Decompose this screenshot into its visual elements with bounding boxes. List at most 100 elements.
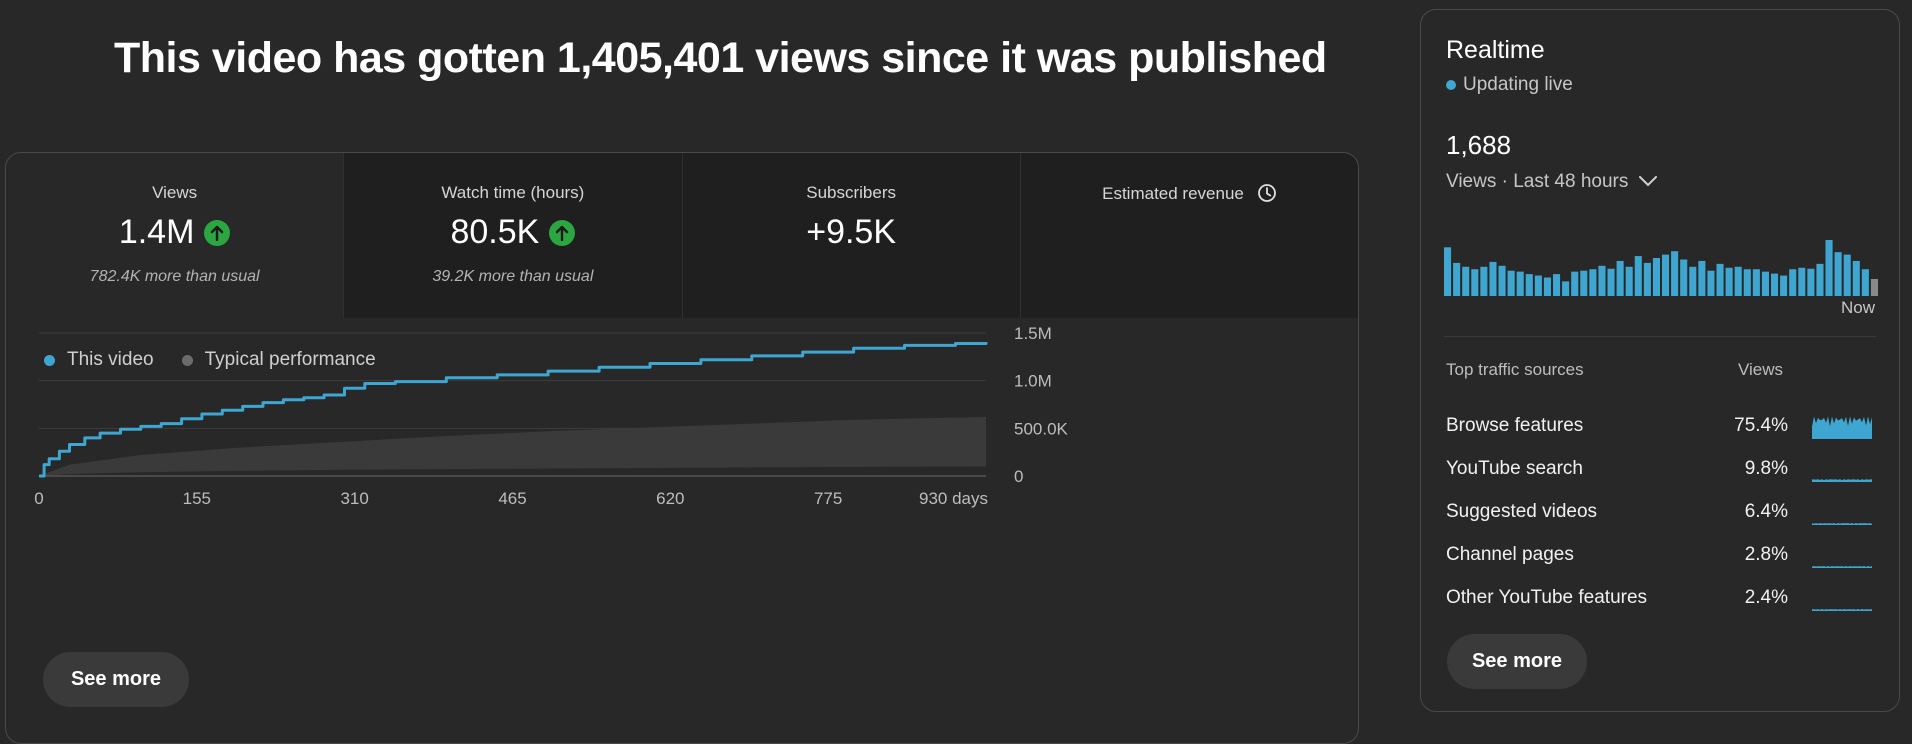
dot-icon — [181, 354, 193, 366]
realtime-bar — [1589, 269, 1597, 296]
metric-label: Estimated revenue — [1102, 184, 1244, 203]
realtime-bar — [1607, 268, 1615, 296]
traffic-source-row[interactable]: Browse features 75.4% — [1446, 415, 1876, 445]
realtime-bar — [1580, 270, 1588, 296]
traffic-sparkline — [1812, 523, 1872, 525]
chevron-down-icon — [1638, 171, 1658, 193]
traffic-source-percent: 9.8% — [1744, 458, 1788, 479]
realtime-bar — [1680, 259, 1688, 296]
realtime-bar — [1671, 251, 1679, 296]
realtime-bar — [1861, 269, 1869, 296]
range-label: Views · Last 48 hours — [1446, 171, 1629, 192]
range-dropdown[interactable]: Views · Last 48 hours — [1446, 171, 1658, 193]
x-tick-label: 620 — [656, 489, 684, 508]
traffic-source-name: YouTube search — [1446, 458, 1583, 479]
traffic-source-name: Suggested videos — [1446, 501, 1598, 522]
x-tick-label: 930 days — [919, 489, 988, 508]
realtime-bar — [1725, 267, 1733, 296]
metric-comparison: 782.4K more than usual — [89, 268, 260, 285]
realtime-bar — [1562, 281, 1570, 296]
realtime-bar — [1598, 265, 1606, 296]
dot-icon — [44, 354, 55, 366]
traffic-sparkline — [1812, 416, 1872, 439]
traffic-source-row[interactable]: YouTube search 9.8% — [1446, 458, 1876, 488]
traffic-source-percent: 75.4% — [1734, 415, 1788, 436]
realtime-bar — [1734, 266, 1742, 296]
x-tick-label: 155 — [183, 489, 211, 508]
sparkline-area — [1812, 479, 1872, 482]
traffic-source-name: Channel pages — [1446, 544, 1574, 565]
now-label: Now — [1840, 298, 1875, 317]
realtime-bar — [1743, 269, 1751, 296]
tab-subscribers[interactable]: Subscribers +9.5K — [681, 153, 1020, 318]
realtime-bar — [1462, 266, 1470, 296]
metric-tabs: Views 1.4M 782.4K more than usual Watch … — [6, 153, 1358, 318]
realtime-bar — [1616, 260, 1624, 296]
see-more-button[interactable]: See more — [1447, 634, 1587, 689]
tab-watch-time[interactable]: Watch time (hours) 80.5K 39.2K more than… — [343, 153, 682, 318]
sparkline-area — [1812, 523, 1872, 525]
traffic-source-row[interactable]: Suggested videos 6.4% — [1446, 501, 1876, 531]
realtime-bar — [1707, 270, 1715, 296]
realtime-bar — [1625, 266, 1633, 296]
traffic-source-percent: 2.4% — [1744, 587, 1788, 608]
metric-label: Subscribers — [806, 183, 896, 202]
metric-value: 80.5K — [450, 213, 540, 251]
realtime-bar — [1553, 274, 1561, 296]
metric-label: Views — [152, 183, 198, 202]
y-tick-label: 0 — [1014, 467, 1023, 486]
tab-views[interactable]: Views 1.4M 782.4K more than usual — [6, 153, 344, 318]
realtime-bar — [1852, 260, 1860, 296]
realtime-bar — [1689, 266, 1697, 296]
realtime-bar — [1643, 262, 1651, 296]
x-tick-label: 465 — [498, 489, 526, 508]
realtime-bar — [1652, 258, 1660, 296]
this-video-line — [39, 342, 988, 478]
y-tick-label: 1.0M — [1014, 372, 1052, 391]
realtime-bar-chart[interactable] — [1444, 236, 1878, 296]
realtime-bar — [1534, 275, 1542, 296]
sparkline-area — [1812, 566, 1872, 568]
realtime-count: 1,688 — [1446, 130, 1512, 160]
x-tick-label: 0 — [34, 489, 43, 508]
realtime-bar — [1843, 254, 1851, 296]
traffic-sources-header: Top traffic sources Views — [1446, 360, 1784, 379]
realtime-bar — [1870, 278, 1878, 296]
traffic-sparkline — [1812, 609, 1872, 611]
realtime-bar — [1834, 252, 1842, 296]
views-overview-card: Views 1.4M 782.4K more than usual Watch … — [5, 152, 1359, 744]
realtime-bar — [1798, 267, 1806, 296]
realtime-bar — [1761, 271, 1769, 296]
realtime-bar — [1543, 277, 1551, 296]
metric-comparison: 39.2K more than usual — [432, 268, 594, 285]
realtime-bar — [1444, 247, 1452, 296]
realtime-bar — [1453, 262, 1461, 296]
realtime-bar — [1489, 261, 1497, 296]
traffic-source-name: Other YouTube features — [1446, 587, 1648, 608]
realtime-bar — [1507, 270, 1515, 296]
sparkline-area — [1812, 416, 1872, 439]
see-more-button[interactable]: See more — [43, 652, 189, 707]
realtime-bar — [1525, 274, 1533, 296]
divider — [1444, 336, 1876, 337]
page-headline: This video has gotten 1,405,401 views si… — [114, 34, 1327, 82]
y-tick-label: 1.5M — [1014, 324, 1052, 343]
views-chart[interactable]: 0 500.0K 1.0M 1.5M 0 155 310 465 620 775 930 days — [6, 153, 1358, 613]
realtime-bar — [1571, 271, 1579, 296]
realtime-bar — [1816, 263, 1824, 296]
traffic-sparkline — [1812, 479, 1872, 482]
traffic-source-percent: 6.4% — [1744, 501, 1788, 522]
traffic-source-row[interactable]: Channel pages 2.8% — [1446, 544, 1876, 574]
traffic-sparkline — [1812, 566, 1872, 568]
realtime-bar — [1789, 269, 1797, 296]
sparkline-area — [1812, 609, 1872, 611]
metric-value: +9.5K — [806, 213, 897, 251]
traffic-source-row[interactable]: Other YouTube features 2.4% — [1446, 587, 1876, 617]
realtime-bar — [1634, 256, 1642, 296]
realtime-bar — [1716, 263, 1724, 296]
clock-icon — [1257, 183, 1277, 208]
tab-estimated-revenue[interactable]: Estimated revenue — [1019, 153, 1358, 318]
y-tick-label: 500.0K — [1014, 419, 1069, 438]
chart-legend: This video Typical performance — [44, 349, 376, 371]
live-status: Updating live — [1463, 74, 1573, 95]
